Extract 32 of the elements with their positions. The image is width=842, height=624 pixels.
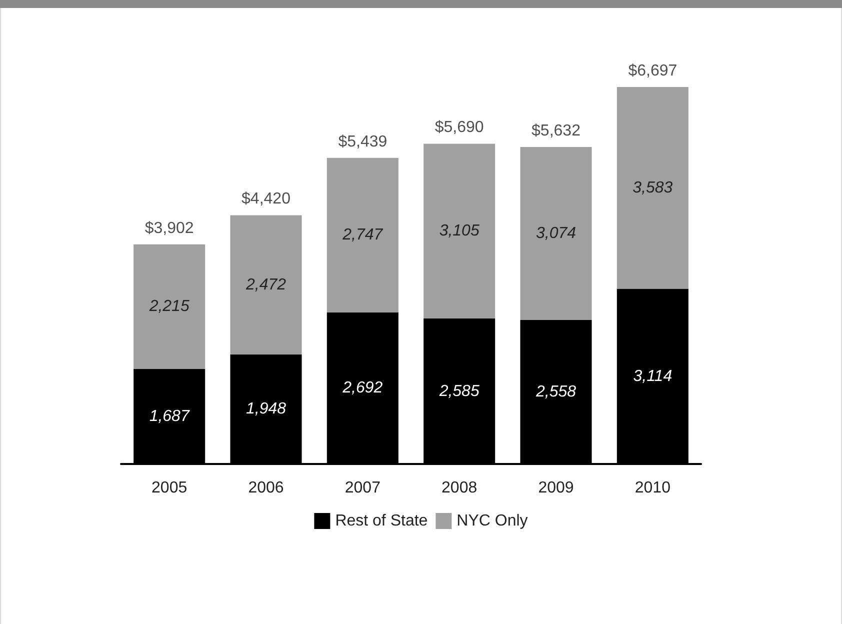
total-label: $5,690 bbox=[434, 119, 484, 136]
data-label: 2,747 bbox=[342, 226, 384, 244]
bar bbox=[424, 144, 496, 318]
x-tick-label: 2009 bbox=[538, 480, 574, 496]
x-tick-label: 2008 bbox=[442, 480, 478, 496]
x-tick-label: 2007 bbox=[344, 480, 381, 496]
x-tick-label: 2005 bbox=[152, 480, 188, 496]
data-label: 2,472 bbox=[244, 276, 286, 294]
total-label: $5,632 bbox=[532, 122, 581, 140]
data-label: 3,114 bbox=[633, 368, 672, 385]
bar bbox=[616, 87, 688, 289]
total-label: $4,420 bbox=[242, 190, 291, 208]
data-label: 3,074 bbox=[536, 225, 576, 242]
data-label: 2,215 bbox=[148, 298, 190, 316]
bar bbox=[230, 215, 302, 354]
x-tick-label: 2010 bbox=[634, 480, 671, 496]
data-label: 1,948 bbox=[246, 400, 286, 418]
data-label: 2,692 bbox=[342, 380, 383, 397]
data-label: 2,585 bbox=[438, 382, 480, 400]
bar bbox=[134, 244, 206, 370]
bar bbox=[326, 158, 398, 312]
x-tick-label: 2006 bbox=[248, 480, 284, 496]
data-label: 3,105 bbox=[439, 222, 480, 240]
data-label: 1,687 bbox=[149, 408, 190, 426]
total-label: $5,439 bbox=[338, 133, 388, 150]
data-label: 2,558 bbox=[534, 384, 576, 401]
total-label: $3,902 bbox=[144, 220, 194, 237]
data-label: 3,583 bbox=[632, 179, 673, 196]
legend-label: NYC Only bbox=[456, 512, 528, 530]
legend-label: Rest of State bbox=[335, 512, 428, 530]
bar bbox=[520, 147, 592, 320]
total-label: $6,697 bbox=[628, 62, 678, 80]
